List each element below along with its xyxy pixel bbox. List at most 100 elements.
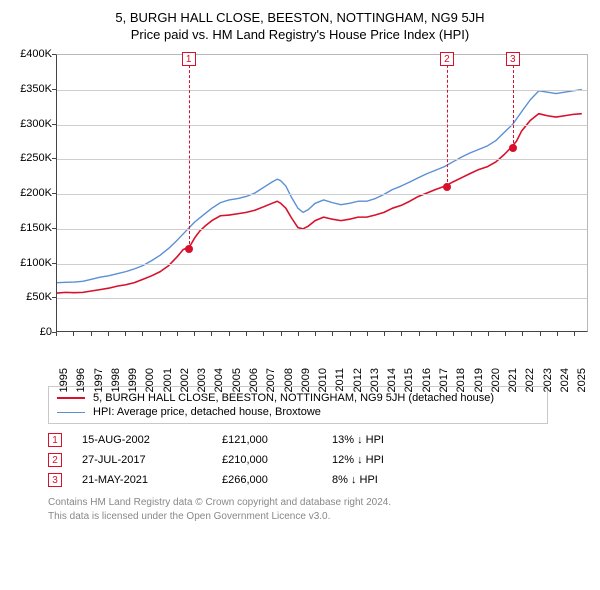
x-axis-label: 2015 xyxy=(403,368,415,392)
x-tick xyxy=(453,332,454,336)
legend-item: 5, BURGH HALL CLOSE, BEESTON, NOTTINGHAM… xyxy=(57,391,539,405)
gridline xyxy=(57,90,587,91)
x-axis-label: 1999 xyxy=(127,368,139,392)
y-tick xyxy=(52,297,56,298)
x-axis-label: 2001 xyxy=(162,368,174,392)
y-tick xyxy=(52,193,56,194)
series-price_paid xyxy=(57,114,582,293)
x-tick xyxy=(177,332,178,336)
plot-area: 1 2 3 xyxy=(56,54,588,332)
x-tick xyxy=(488,332,489,336)
x-axis-label: 2023 xyxy=(542,368,554,392)
y-tick xyxy=(52,228,56,229)
y-axis-label: £250K xyxy=(8,152,52,164)
chart-area: 123 £0£50K£100K£150K£200K£250K£300K£350K… xyxy=(8,50,592,380)
gridline xyxy=(57,264,587,265)
x-axis-label: 2005 xyxy=(231,368,243,392)
x-axis-label: 2006 xyxy=(248,368,260,392)
x-axis-label: 2008 xyxy=(283,368,295,392)
x-axis-label: 2017 xyxy=(438,368,450,392)
x-tick xyxy=(401,332,402,336)
transaction-price: £121,000 xyxy=(222,434,332,446)
marker-dot xyxy=(443,183,451,191)
transaction-date: 15-AUG-2002 xyxy=(82,434,222,446)
x-tick xyxy=(125,332,126,336)
x-axis-label: 2024 xyxy=(559,368,571,392)
gridline xyxy=(57,125,587,126)
transaction-row: 115-AUG-2002£121,00013% ↓ HPI xyxy=(48,430,548,450)
y-tick xyxy=(52,54,56,55)
y-axis-label: £100K xyxy=(8,257,52,269)
y-axis-label: £200K xyxy=(8,187,52,199)
x-tick xyxy=(73,332,74,336)
x-tick xyxy=(557,332,558,336)
x-tick xyxy=(505,332,506,336)
transaction-marker: 2 xyxy=(48,453,62,467)
x-tick xyxy=(522,332,523,336)
transaction-marker: 1 xyxy=(48,433,62,447)
legend-item: HPI: Average price, detached house, Brox… xyxy=(57,405,539,419)
x-axis-label: 1996 xyxy=(75,368,87,392)
x-axis-label: 1995 xyxy=(58,368,70,392)
x-tick xyxy=(91,332,92,336)
marker-line xyxy=(189,55,190,249)
y-tick xyxy=(52,124,56,125)
x-axis-label: 2011 xyxy=(334,368,346,392)
chart-subtitle: Price paid vs. HM Land Registry's House … xyxy=(8,27,592,42)
y-tick xyxy=(52,89,56,90)
x-tick xyxy=(540,332,541,336)
x-axis-label: 2019 xyxy=(473,368,485,392)
x-tick xyxy=(471,332,472,336)
x-axis-label: 2014 xyxy=(386,368,398,392)
x-axis-label: 2020 xyxy=(490,368,502,392)
x-axis-label: 2002 xyxy=(179,368,191,392)
series-hpi xyxy=(57,90,582,283)
legend-label: HPI: Average price, detached house, Brox… xyxy=(93,406,321,418)
x-tick xyxy=(419,332,420,336)
x-axis-label: 2009 xyxy=(300,368,312,392)
x-axis-label: 1998 xyxy=(110,368,122,392)
legend-label: 5, BURGH HALL CLOSE, BEESTON, NOTTINGHAM… xyxy=(93,392,494,404)
x-tick xyxy=(108,332,109,336)
transaction-date: 27-JUL-2017 xyxy=(82,454,222,466)
x-tick xyxy=(315,332,316,336)
footer-attribution: Contains HM Land Registry data © Crown c… xyxy=(48,496,548,523)
x-tick xyxy=(384,332,385,336)
x-tick xyxy=(160,332,161,336)
legend-swatch xyxy=(57,412,85,413)
x-axis-label: 2025 xyxy=(576,368,588,392)
x-tick xyxy=(298,332,299,336)
x-axis-label: 2000 xyxy=(144,368,156,392)
marker-badge: 2 xyxy=(440,52,454,66)
chart-lines xyxy=(57,55,587,331)
x-axis-label: 2021 xyxy=(507,368,519,392)
y-axis-label: £50K xyxy=(8,291,52,303)
x-tick xyxy=(56,332,57,336)
x-axis-label: 2003 xyxy=(196,368,208,392)
marker-badge: 1 xyxy=(182,52,196,66)
gridline xyxy=(57,159,587,160)
y-axis-label: £350K xyxy=(8,83,52,95)
transaction-vs-hpi: 8% ↓ HPI xyxy=(332,474,452,486)
x-axis-label: 2016 xyxy=(421,368,433,392)
x-axis-label: 2007 xyxy=(265,368,277,392)
x-tick xyxy=(332,332,333,336)
y-axis-label: £400K xyxy=(8,48,52,60)
transaction-row: 227-JUL-2017£210,00012% ↓ HPI xyxy=(48,450,548,470)
footer-line-1: Contains HM Land Registry data © Crown c… xyxy=(48,496,548,510)
footer-line-2: This data is licensed under the Open Gov… xyxy=(48,510,548,524)
x-tick xyxy=(367,332,368,336)
x-axis-label: 2013 xyxy=(369,368,381,392)
transaction-price: £210,000 xyxy=(222,454,332,466)
y-axis-label: £300K xyxy=(8,118,52,130)
y-axis-label: £0 xyxy=(8,326,52,338)
x-axis-label: 2004 xyxy=(213,368,225,392)
x-tick xyxy=(436,332,437,336)
x-axis-label: 2010 xyxy=(317,368,329,392)
x-axis-label: 2018 xyxy=(455,368,467,392)
gridline xyxy=(57,194,587,195)
marker-dot xyxy=(185,245,193,253)
legend-swatch xyxy=(57,397,85,399)
transaction-table: 115-AUG-2002£121,00013% ↓ HPI227-JUL-201… xyxy=(48,430,548,490)
marker-badge: 3 xyxy=(506,52,520,66)
